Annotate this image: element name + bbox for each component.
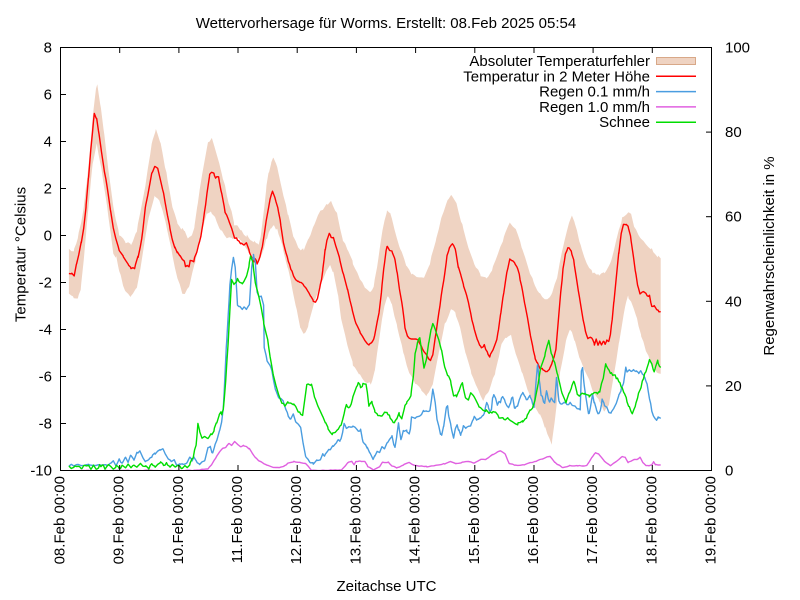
svg-text:Temperatur °Celsius: Temperatur °Celsius — [13, 187, 30, 322]
svg-text:-4: -4 — [39, 322, 52, 339]
svg-text:20: 20 — [725, 378, 742, 395]
svg-text:14.Feb 00:00: 14.Feb 00:00 — [407, 476, 424, 564]
svg-text:15.Feb 00:00: 15.Feb 00:00 — [466, 476, 483, 564]
svg-text:Absoluter Temperaturfehler: Absoluter Temperaturfehler — [469, 53, 650, 70]
svg-text:18.Feb 00:00: 18.Feb 00:00 — [643, 476, 660, 564]
svg-text:60: 60 — [725, 209, 742, 226]
svg-text:10.Feb 00:00: 10.Feb 00:00 — [170, 476, 187, 564]
svg-text:0: 0 — [44, 228, 52, 245]
svg-text:13.Feb 00:00: 13.Feb 00:00 — [347, 476, 364, 564]
svg-text:8: 8 — [44, 40, 52, 57]
svg-text:16.Feb 00:00: 16.Feb 00:00 — [525, 476, 542, 564]
svg-text:Regen 0.1 mm/h: Regen 0.1 mm/h — [539, 84, 650, 101]
svg-text:09.Feb 00:00: 09.Feb 00:00 — [111, 476, 128, 564]
svg-text:-8: -8 — [39, 416, 52, 433]
svg-text:6: 6 — [44, 87, 52, 104]
svg-text:08.Feb 00:00: 08.Feb 00:00 — [52, 476, 69, 564]
svg-text:-10: -10 — [30, 463, 52, 480]
svg-text:17.Feb 00:00: 17.Feb 00:00 — [584, 476, 601, 564]
svg-text:-6: -6 — [39, 369, 52, 386]
svg-text:Regen 1.0 mm/h: Regen 1.0 mm/h — [539, 99, 650, 116]
svg-text:40: 40 — [725, 293, 742, 310]
svg-text:Zeitachse UTC: Zeitachse UTC — [336, 578, 436, 595]
svg-text:Temperatur in 2 Meter Höhe: Temperatur in 2 Meter Höhe — [463, 68, 650, 85]
svg-text:11.Feb 00:00: 11.Feb 00:00 — [229, 476, 246, 563]
svg-text:2: 2 — [44, 181, 52, 198]
svg-text:Schnee: Schnee — [599, 114, 650, 131]
svg-text:19.Feb 00:00: 19.Feb 00:00 — [703, 476, 720, 564]
svg-text:80: 80 — [725, 124, 742, 141]
svg-text:0: 0 — [725, 463, 733, 480]
svg-text:100: 100 — [725, 40, 750, 57]
svg-text:12.Feb 00:00: 12.Feb 00:00 — [288, 476, 305, 564]
svg-text:-2: -2 — [39, 275, 52, 292]
svg-text:Wettervorhersage für Worms. Er: Wettervorhersage für Worms. Erstellt: 08… — [196, 15, 576, 32]
svg-text:Regenwahrscheinlichkeit in %: Regenwahrscheinlichkeit in % — [761, 156, 778, 355]
svg-text:4: 4 — [44, 134, 52, 151]
